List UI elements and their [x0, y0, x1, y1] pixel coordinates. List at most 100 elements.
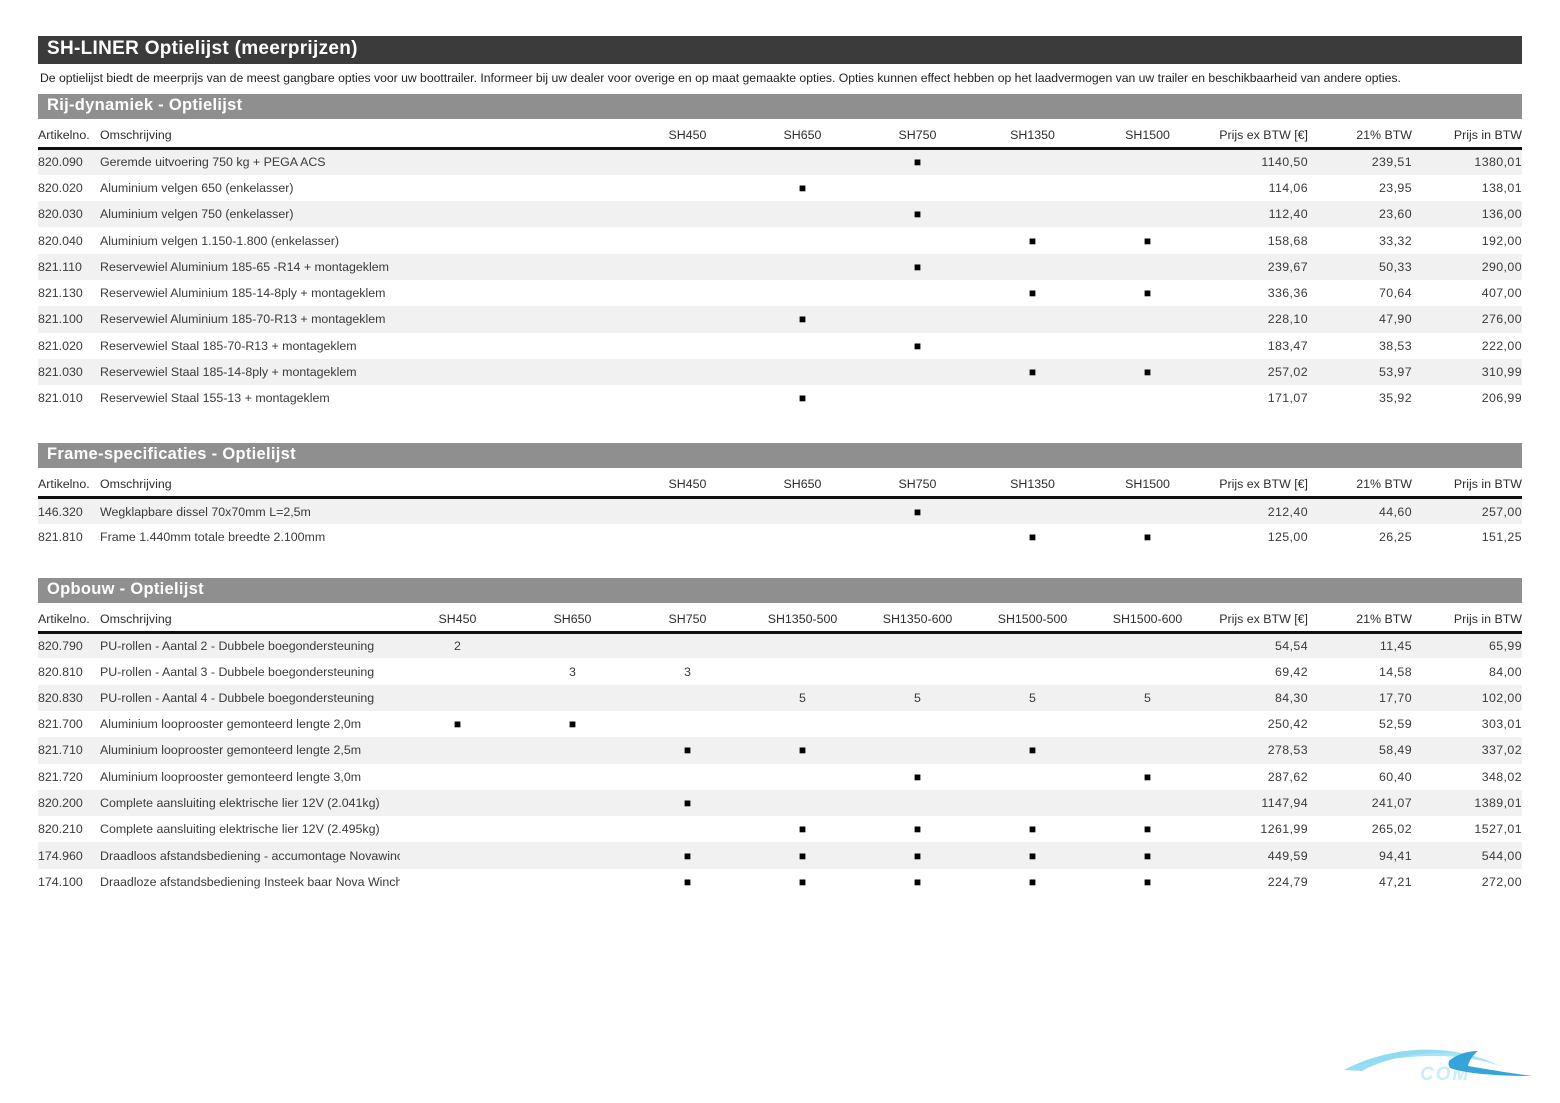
model-option-cell — [745, 658, 860, 684]
table-row: 821.720 Aluminium looprooster gemonteerd … — [38, 763, 1522, 790]
option-available-mark: ■ — [913, 504, 922, 519]
option-available-mark: ■ — [1028, 743, 1037, 758]
price-ex-btw-cell: 287,62 — [1267, 769, 1308, 784]
option-available-mark: ■ — [683, 848, 692, 863]
model-option-cell: ■ — [975, 359, 1090, 385]
price-ex-btw-cell: 1140,50 — [1261, 155, 1308, 170]
table-row: 820.090 Geremde uitvoering 750 kg + PEGA … — [38, 148, 1522, 175]
model-option-cell: ■ — [745, 737, 860, 763]
model-option-cell — [975, 201, 1090, 227]
price-column-header: 21% BTW — [1308, 470, 1412, 500]
price-ex-btw-cell: 250,42 — [1267, 717, 1308, 732]
table-row: 174.100 Draadloze afstandsbediening Inste… — [38, 868, 1522, 896]
table-row: 820.020 Aluminium velgen 650 (enkelasser)… — [38, 174, 1522, 202]
artikelno-cell: 821.010 — [38, 391, 83, 406]
model-option-cell — [745, 280, 860, 306]
model-option-cell: ■ — [860, 498, 975, 524]
artikelno-cell: 821.020 — [38, 338, 83, 353]
option-available-mark: ■ — [798, 391, 807, 406]
model-option-cell: ■ — [975, 869, 1090, 895]
price-ex-btw-cell: 224,79 — [1267, 874, 1308, 889]
model-option-cell: ■ — [745, 816, 860, 842]
table-row: 821.010 Reservewiel Staal 155-13 + montag… — [38, 385, 1522, 412]
table-row: 820.830 PU-rollen - Aantal 4 - Dubbele bo… — [38, 684, 1522, 711]
artikelno-cell: 821.110 — [38, 259, 82, 274]
model-column-header: SH1350-500 — [745, 604, 860, 634]
model-option-cell — [1090, 632, 1205, 658]
artikelno-cell: 146.320 — [38, 504, 83, 519]
model-option-cell — [975, 306, 1090, 332]
model-option-cell: ■ — [1090, 524, 1205, 550]
model-option-cell: ■ — [975, 280, 1090, 306]
model-option-cell: ■ — [745, 306, 860, 332]
model-option-cell — [630, 227, 745, 253]
table-row: 821.710 Aluminium looprooster gemonteerd … — [38, 737, 1522, 764]
model-option-cell — [400, 685, 515, 711]
model-option-cell — [630, 632, 745, 658]
model-option-cell — [630, 764, 745, 790]
model-column-header: SH1350-600 — [860, 604, 975, 634]
model-option-cell: ■ — [745, 869, 860, 895]
option-available-mark: ■ — [1143, 530, 1152, 545]
options-table-opbouw: Artikelno. Omschrijving SH450 SH650 SH750 SH1… — [38, 604, 1522, 896]
model-option-cell: ■ — [630, 869, 745, 895]
table-row: 820.210 Complete aansluiting elektrische … — [38, 816, 1522, 843]
price-column-header: Prijs ex BTW [€] — [1205, 121, 1308, 150]
model-option-cell — [630, 175, 745, 201]
btw-amount-cell: 52,59 — [1378, 717, 1412, 732]
column-header-omschrijving: Omschrijving — [100, 470, 630, 500]
model-option-cell — [630, 685, 745, 711]
option-available-mark: ■ — [798, 848, 807, 863]
price-in-btw-cell: 151,25 — [1481, 530, 1522, 545]
price-ex-btw-cell: 449,59 — [1267, 848, 1308, 863]
table-row: 821.100 Reservewiel Aluminium 185-70-R13 … — [38, 306, 1522, 333]
model-option-cell: 5 — [1090, 685, 1205, 711]
btw-amount-cell: 38,53 — [1378, 338, 1412, 353]
model-option-cell — [975, 711, 1090, 737]
option-available-mark: ■ — [683, 795, 692, 810]
model-option-cell: ■ — [745, 385, 860, 411]
model-option-cell: ■ — [1090, 280, 1205, 306]
model-option-cell: ■ — [860, 254, 975, 280]
option-available-mark: ■ — [1143, 286, 1152, 301]
price-ex-btw-cell: 171,07 — [1267, 391, 1308, 406]
model-option-cell — [630, 816, 745, 842]
omschrijving-cell: Aluminium velgen 1.150-1.800 (enkelasser… — [100, 233, 339, 248]
price-ex-btw-cell: 228,10 — [1267, 312, 1308, 327]
option-available-mark: ■ — [1143, 822, 1152, 837]
model-column-header: SH750 — [860, 121, 975, 150]
model-option-cell: ■ — [400, 711, 515, 737]
btw-amount-cell: 50,33 — [1378, 259, 1412, 274]
model-option-cell — [630, 498, 745, 524]
table-row: 174.960 Draadloos afstandsbediening - acc… — [38, 842, 1522, 869]
column-header-row: Artikelno. Omschrijving SH450 SH650 SH750 SH1… — [38, 121, 1522, 150]
price-ex-btw-cell: 1261,99 — [1260, 822, 1308, 837]
model-option-cell — [630, 201, 745, 227]
wave-logo: COM — [1332, 1038, 1542, 1098]
artikelno-cell: 821.030 — [38, 365, 83, 380]
column-header-row: Artikelno. Omschrijving SH450 SH650 SH750 SH1… — [38, 470, 1522, 500]
omschrijving-cell: Complete aansluiting elektrische lier 12… — [100, 795, 380, 810]
price-in-btw-cell: 310,99 — [1481, 365, 1522, 380]
model-option-cell — [515, 685, 630, 711]
btw-amount-cell: 26,25 — [1378, 530, 1412, 545]
price-column-header: Prijs ex BTW [€] — [1205, 470, 1308, 500]
price-ex-btw-cell: 278,53 — [1267, 743, 1308, 758]
model-option-cell — [515, 790, 630, 816]
model-option-cell: ■ — [1090, 842, 1205, 868]
model-option-cell — [400, 790, 515, 816]
price-ex-btw-cell: 125,00 — [1267, 530, 1308, 545]
table-row: 820.040 Aluminium velgen 1.150-1.800 (enk… — [38, 227, 1522, 254]
btw-amount-cell: 44,60 — [1378, 504, 1412, 519]
model-option-cell — [1090, 149, 1205, 175]
artikelno-cell: 820.020 — [38, 180, 83, 195]
model-option-cell: ■ — [860, 333, 975, 359]
omschrijving-cell: Frame 1.440mm totale breedte 2.100mm — [100, 530, 326, 545]
model-option-cell — [745, 524, 860, 550]
model-option-cell — [400, 764, 515, 790]
option-available-mark: ■ — [913, 155, 922, 170]
model-option-cell — [860, 737, 975, 763]
price-ex-btw-cell: 183,47 — [1267, 338, 1308, 353]
logo-fin — [1448, 1051, 1532, 1076]
price-in-btw-cell: 303,01 — [1481, 717, 1522, 732]
